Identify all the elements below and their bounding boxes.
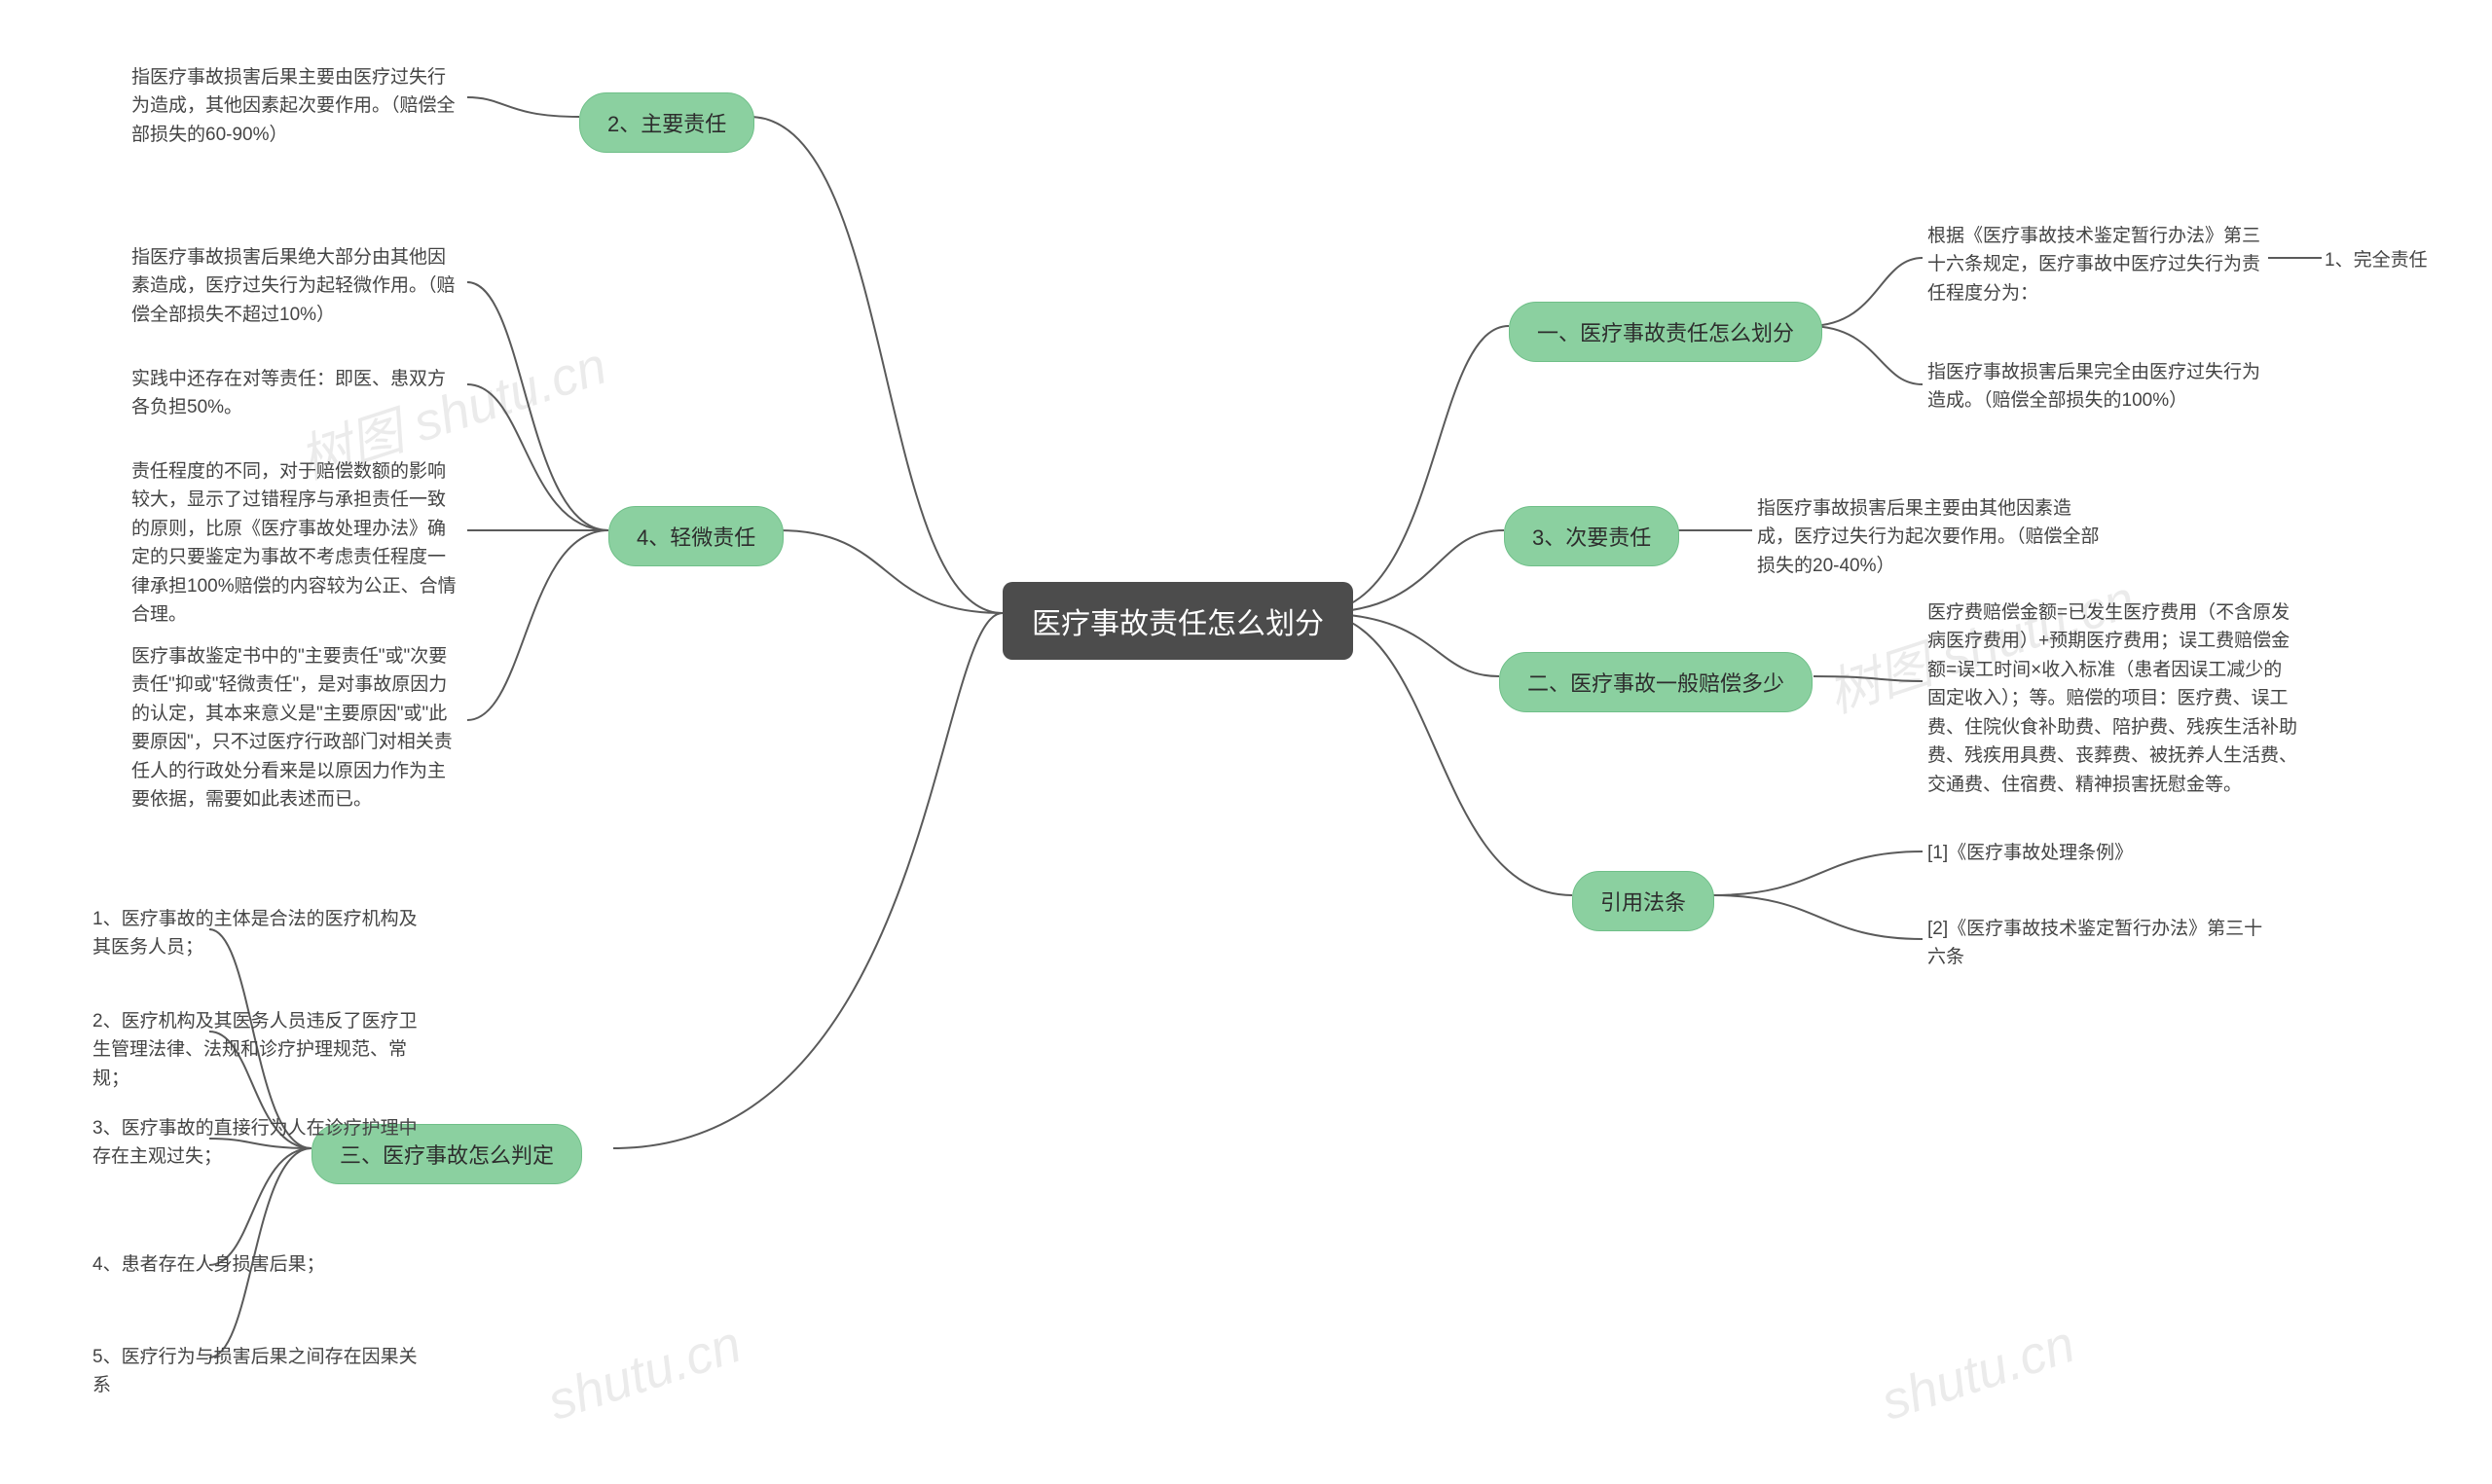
watermark: shutu.cn xyxy=(1874,1314,2081,1432)
leaf-l4-2: 责任程度的不同，对于赔偿数额的影响较大，显示了过错程序与承担责任一致的原则，比原… xyxy=(131,457,462,630)
leaf-l3c-0: 1、医疗事故的主体是合法的医疗机构及其医务人员； xyxy=(92,905,423,962)
leaf-l3c-1: 2、医疗机构及其医务人员违反了医疗卫生管理法律、法规和诊疗护理规范、常规； xyxy=(92,1007,423,1093)
leaf-l4-1: 实践中还存在对等责任：即医、患双方各负担50%。 xyxy=(131,365,462,422)
leaf-r1-1: 指医疗事故损害后果完全由医疗过失行为造成。（赔偿全部损失的100%） xyxy=(1927,358,2278,416)
branch-left-2[interactable]: 2、主要责任 xyxy=(579,92,754,153)
root-node[interactable]: 医疗事故责任怎么划分 xyxy=(1003,582,1353,660)
watermark: shutu.cn xyxy=(540,1314,748,1432)
leaf-r1-0: 根据《医疗事故技术鉴定暂行办法》第三十六条规定，医疗事故中医疗过失行为责任程度分… xyxy=(1927,222,2278,308)
branch-left-4[interactable]: 4、轻微责任 xyxy=(608,506,784,566)
leaf-law-0: [1]《医疗事故处理条例》 xyxy=(1927,839,2133,867)
leaf-law-1: [2]《医疗事故技术鉴定暂行办法》第三十六条 xyxy=(1927,915,2278,972)
branch-right-1[interactable]: 一、医疗事故责任怎么划分 xyxy=(1509,302,1822,362)
leaf-l3c-3: 4、患者存在人身损害后果； xyxy=(92,1250,325,1279)
leaf-r2c-0: 医疗费赔偿金额=已发生医疗费用（不含原发病医疗费用）+预期医疗费用；误工费赔偿金… xyxy=(1927,598,2297,799)
leaf-r1-extra: 1、完全责任 xyxy=(2325,246,2428,274)
leaf-l3c-2: 3、医疗事故的直接行为人在诊疗护理中存在主观过失； xyxy=(92,1114,423,1172)
branch-right-2c[interactable]: 二、医疗事故一般赔偿多少 xyxy=(1499,652,1813,712)
leaf-l4-3: 医疗事故鉴定书中的"主要责任"或"次要责任"抑或"轻微责任"，是对事故原因力的认… xyxy=(131,642,462,814)
branch-right-3[interactable]: 3、次要责任 xyxy=(1504,506,1679,566)
leaf-l4-0: 指医疗事故损害后果绝大部分由其他因素造成，医疗过失行为起轻微作用。（赔偿全部损失… xyxy=(131,243,462,329)
leaf-r3-0: 指医疗事故损害后果主要由其他因素造成，医疗过失行为起次要作用。（赔偿全部损失的2… xyxy=(1757,494,2107,580)
leaf-l3c-4: 5、医疗行为与损害后果之间存在因果关系 xyxy=(92,1343,423,1400)
branch-right-law[interactable]: 引用法条 xyxy=(1572,871,1714,931)
leaf-l2-0: 指医疗事故损害后果主要由医疗过失行为造成，其他因素起次要作用。（赔偿全部损失的6… xyxy=(131,63,462,149)
